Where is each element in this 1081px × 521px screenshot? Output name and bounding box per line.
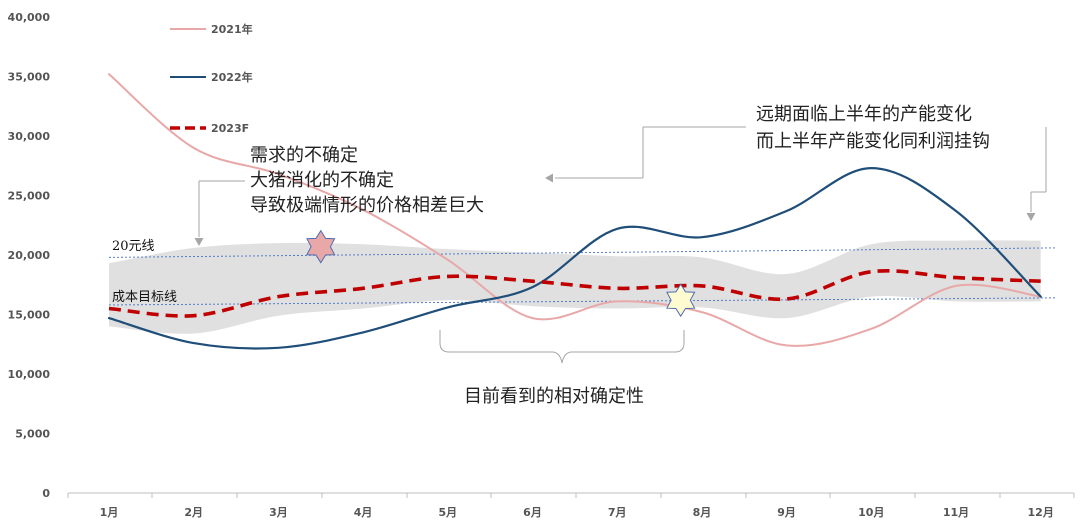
annotation-text: 远期面临上半年的产能变化 [756, 104, 972, 125]
x-tick-label: 9月 [777, 506, 796, 519]
star-marker [306, 229, 336, 264]
annotation-text: 大猪消化的不确定 [250, 170, 394, 191]
y-tick-label: 0 [42, 487, 50, 500]
x-tick-label: 11月 [943, 506, 969, 519]
legend: 2021年 2022年 2023F [170, 22, 253, 135]
y-tick-label: 5,000 [15, 428, 50, 441]
markers-layer [306, 229, 696, 318]
star-marker [666, 283, 696, 318]
x-tick-label: 10月 [858, 506, 884, 519]
y-tick-label: 30,000 [8, 130, 51, 143]
legend-label: 2021年 [211, 22, 253, 36]
series-line-1 [108, 73, 1042, 347]
annotation-text: 目前看到的相对确定性 [464, 386, 644, 407]
range-band-layer [109, 240, 1041, 334]
annotation-text: 导致极端情形的价格相差巨大 [250, 195, 484, 216]
axes-layer: 0 5,000 10,000 15,000 20,000 25,000 30,000 35,0… [8, 11, 1075, 519]
x-tick-label: 6月 [523, 506, 542, 519]
y-tick-label: 20,000 [8, 249, 51, 262]
annotation-arrowhead [545, 173, 553, 183]
brace-bracket [439, 330, 685, 364]
x-tick-label: 7月 [608, 506, 627, 519]
y-tick-label: 10,000 [8, 368, 51, 381]
series-layer [107, 73, 1042, 350]
y-tick-label: 25,000 [8, 190, 51, 203]
y-tick-label: 35,000 [8, 71, 51, 84]
x-tick-label: 5月 [438, 506, 457, 519]
annotation-arrowhead [194, 238, 204, 246]
x-tick-label: 12月 [1028, 506, 1054, 519]
x-tick-label: 8月 [693, 506, 712, 519]
x-tick-label: 1月 [100, 506, 119, 519]
legend-label: 2022年 [211, 70, 253, 84]
y-tick-label: 15,000 [8, 309, 51, 322]
annotation-text: 需求的不确定 [250, 145, 358, 166]
reference-line-label: 20元线 [112, 239, 155, 254]
x-tick-label: 2月 [184, 506, 203, 519]
x-tick-label: 4月 [354, 506, 373, 519]
reference-line-label: 成本目标线 [112, 290, 177, 305]
x-tick-label: 3月 [269, 506, 288, 519]
range-band [109, 240, 1041, 334]
series-line-2 [107, 167, 1042, 350]
series-line-3 [108, 268, 1041, 318]
legend-label: 2023F [211, 122, 249, 135]
annotation-arrowhead [1026, 213, 1036, 221]
annotation-text: 而上半年产能变化同利润挂钩 [756, 131, 990, 152]
y-tick-label: 40,000 [8, 11, 51, 24]
